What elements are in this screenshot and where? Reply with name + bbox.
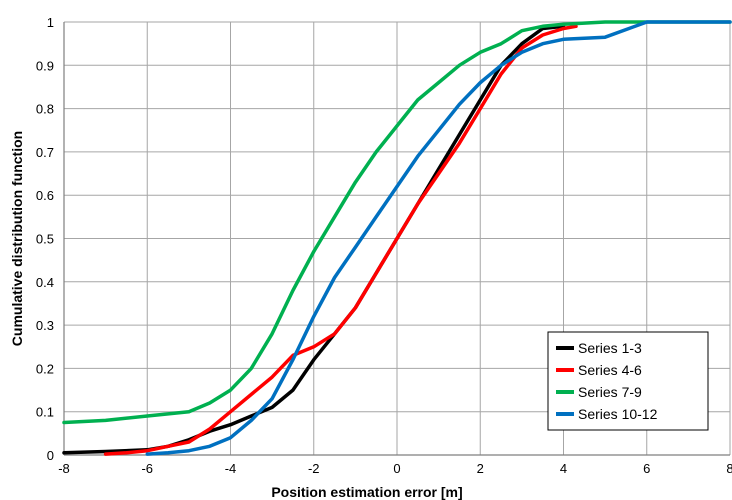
axes-layer: -8 -6 -4 -2 0 2 4 6 8 0 0.1 0.2 0.3 0.4 0.5 0.6 0.7 0.8 0.… (9, 15, 732, 500)
x-axis-title: Position estimation error [m] (271, 484, 462, 500)
x-tick-label: 4 (560, 461, 567, 476)
legend: Series 1-3 Series 4-6 Series 7-9 Series 10-… (547, 331, 709, 431)
y-tick-label: 0.8 (36, 102, 54, 117)
legend-label: Series 1-3 (578, 340, 642, 356)
series-line-4 (145, 20, 732, 456)
x-tick-label: -6 (141, 461, 153, 476)
series-line-3 (62, 20, 732, 425)
x-tick-label: -8 (58, 461, 70, 476)
x-tick-label: 2 (477, 461, 484, 476)
y-tick-label: 0.5 (36, 232, 54, 247)
y-tick-label: 1 (47, 15, 54, 30)
y-tick-label: 0.1 (36, 405, 54, 420)
legend-label: Series 10-12 (578, 406, 658, 422)
x-tick-label: 8 (726, 461, 732, 476)
x-tick-label: -4 (225, 461, 237, 476)
y-axis-title: Cumulative distribution function (9, 131, 25, 346)
series-layer (62, 20, 732, 456)
x-tick-label: 6 (643, 461, 650, 476)
y-tick-label: 0.3 (36, 318, 54, 333)
y-tick-label: 0 (47, 448, 54, 463)
legend-box (547, 331, 709, 431)
y-tick-label: 0.4 (36, 275, 54, 290)
y-tick-label: 0.6 (36, 188, 54, 203)
y-tick-label: 0.2 (36, 361, 54, 376)
x-tick-label: -2 (308, 461, 320, 476)
series-line-2 (103, 24, 578, 456)
x-tick-label: 0 (393, 461, 400, 476)
y-tick-label: 0.9 (36, 58, 54, 73)
legend-label: Series 7-9 (578, 384, 642, 400)
legend-label: Series 4-6 (578, 362, 642, 378)
y-tick-label: 0.7 (36, 145, 54, 160)
